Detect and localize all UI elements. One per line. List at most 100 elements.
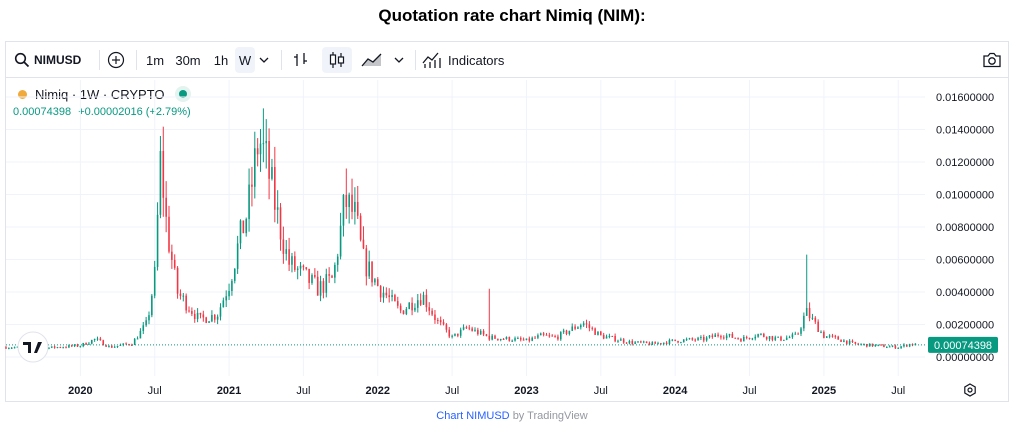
candle-body <box>805 308 808 316</box>
area-style-button[interactable] <box>359 47 385 73</box>
candle-body <box>517 338 519 340</box>
legend-symbol-name: Nimiq · 1W · CRYPTO <box>35 86 165 102</box>
toolbar-divider <box>415 50 416 70</box>
interval-30m[interactable]: 30m <box>175 52 201 68</box>
candle-body <box>274 167 276 210</box>
candle-body <box>665 342 668 345</box>
candle-body <box>614 336 616 342</box>
candle-body <box>525 338 528 341</box>
candle-body <box>168 216 170 252</box>
candle-body <box>725 335 728 339</box>
x-tick-label: Jul <box>891 385 905 397</box>
toolbar-divider <box>281 50 282 70</box>
symbol-search-button[interactable]: NIMUSD <box>14 47 81 73</box>
last-price-badge <box>928 336 998 353</box>
candle-body <box>394 295 396 302</box>
candle-body <box>216 316 219 320</box>
candle-body <box>259 143 262 155</box>
candle-body <box>880 344 882 346</box>
candle-body <box>519 338 522 340</box>
candle-body <box>765 336 768 340</box>
camera-icon <box>983 52 1001 68</box>
candle-body <box>339 225 342 257</box>
candle-body <box>800 328 802 334</box>
candle-body <box>379 285 382 298</box>
candle-body <box>53 346 56 348</box>
candle-body <box>8 348 10 350</box>
candle-body <box>865 343 868 347</box>
candle-body <box>900 346 902 348</box>
candle-body <box>239 220 242 244</box>
candle-body <box>236 243 239 269</box>
candle-body <box>702 337 705 341</box>
candle-body <box>645 341 648 343</box>
candle-body <box>591 327 594 329</box>
candle-body <box>354 201 356 212</box>
tradingview-logo-icon[interactable] <box>17 331 49 363</box>
candle-body <box>888 346 891 348</box>
indicators-label: Indicators <box>448 52 505 68</box>
candle-body <box>82 343 85 347</box>
candle-body <box>399 305 402 311</box>
chart-toolbar: NIMUSD 1m 30m 1h W <box>6 42 1008 78</box>
candle-body <box>459 329 462 336</box>
candle-body <box>568 330 571 334</box>
candle-body <box>542 333 545 335</box>
interval-1h[interactable]: 1h <box>213 52 229 68</box>
candle-body <box>119 344 122 346</box>
candle-body <box>557 336 559 340</box>
x-tick-label: 2021 <box>217 385 241 397</box>
candle-body <box>96 338 99 340</box>
candle-body <box>256 148 259 155</box>
candle-body <box>697 337 699 341</box>
candle-body <box>314 275 316 277</box>
candle-body <box>574 326 576 329</box>
y-tick-label: 0.01000000 <box>936 190 994 202</box>
candle-body <box>59 347 62 349</box>
screenshot-button[interactable] <box>980 47 1004 73</box>
candle-body <box>874 345 877 347</box>
candle-body <box>448 329 451 337</box>
candle-body <box>854 341 857 344</box>
candle-body <box>625 342 628 344</box>
candle-body <box>179 293 182 296</box>
candle-body <box>728 333 731 336</box>
candle-body <box>16 346 19 348</box>
candle-body <box>479 330 482 335</box>
settings-icon[interactable] <box>964 383 976 397</box>
y-tick-label: 0.00600000 <box>936 255 994 267</box>
candle-body <box>62 347 64 349</box>
indicators-button[interactable]: Indicators <box>422 47 504 73</box>
candle-body <box>411 302 413 311</box>
compare-plus-icon <box>107 51 125 69</box>
candle-body <box>714 334 717 338</box>
candle-body <box>885 347 888 349</box>
candle-body <box>308 268 310 283</box>
interval-w[interactable]: W <box>235 47 255 73</box>
interval-1m[interactable]: 1m <box>145 52 165 68</box>
candle-body <box>116 345 119 347</box>
candle-body <box>196 312 199 320</box>
x-tick-label: 2024 <box>663 385 688 397</box>
candle-body <box>780 336 782 341</box>
candle-body <box>294 256 296 270</box>
compare-button[interactable] <box>104 47 128 73</box>
candle-body <box>108 345 110 347</box>
candle-body <box>351 194 353 212</box>
candle-body <box>757 334 759 337</box>
candle-body <box>677 340 679 343</box>
price-chart[interactable]: 0.01600000 0.01400000 0.01200000 0.01000000… <box>0 0 1024 410</box>
candle-body <box>288 249 290 265</box>
candle-body <box>451 335 453 337</box>
interval-dropdown[interactable] <box>256 47 272 73</box>
bars-style-button[interactable] <box>289 47 313 73</box>
candle-body <box>565 330 568 334</box>
candle-body <box>336 256 339 265</box>
candle-body <box>431 310 433 315</box>
candle-body <box>219 307 222 317</box>
candle-body <box>188 310 190 312</box>
chart-style-dropdown[interactable] <box>391 47 407 73</box>
chart-link[interactable]: Chart NIMUSD <box>436 410 510 422</box>
candles-style-button[interactable] <box>322 47 352 73</box>
candle-body <box>837 336 839 340</box>
